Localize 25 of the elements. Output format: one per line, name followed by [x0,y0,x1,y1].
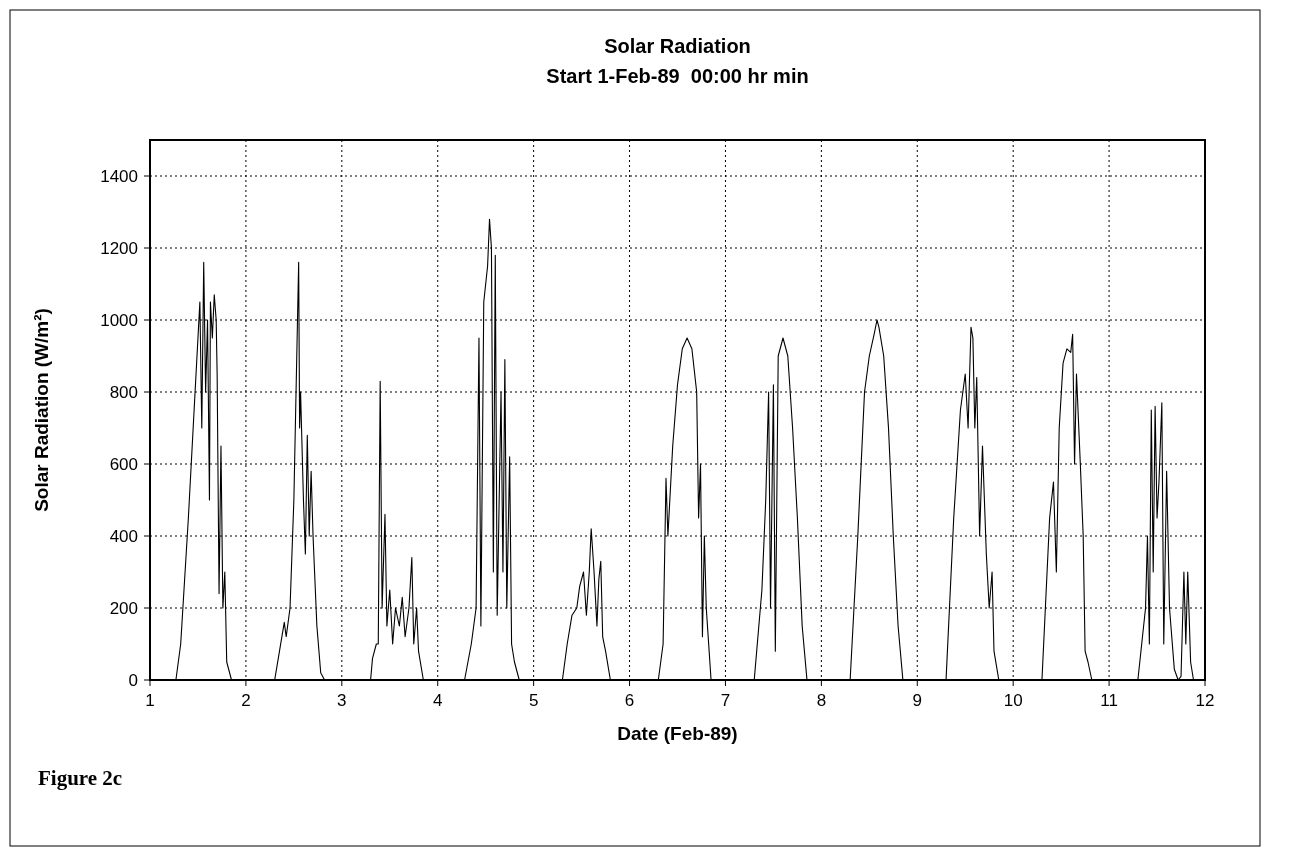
x-tick-label: 6 [624,691,635,710]
x-tick-label: 9 [912,691,923,710]
y-tick-label: 800 [109,383,138,402]
y-tick-label: 0 [128,671,138,690]
x-axis-title: Date (Feb-89) [617,723,738,744]
x-tick-label: 3 [337,691,347,710]
x-tick-label: 4 [432,691,443,710]
x-tick-label: 12 [1195,691,1215,710]
caption: Figure 2c [38,766,123,790]
x-tick-label: 11 [1100,691,1118,710]
y-tick-label: 1400 [100,167,138,186]
y-tick-label: 200 [109,599,138,618]
chart-title: Solar Radiation [604,35,751,57]
x-tick-label: 2 [241,691,251,710]
x-tick-label: 5 [528,691,539,710]
y-tick-label: 1000 [100,311,138,330]
y-tick-label: 1200 [100,239,138,258]
x-tick-label: 8 [816,691,827,710]
y-tick-label: 600 [109,455,138,474]
x-tick-label: 7 [720,691,731,710]
y-tick-label: 400 [109,527,138,546]
x-tick-label: 1 [145,691,155,710]
x-tick-label: 10 [1003,691,1023,710]
y-axis-title: Solar Radiation (W/m²) [31,308,52,512]
chart-subtitle: Start 1-Feb-89 00:00 hr min [546,65,809,87]
